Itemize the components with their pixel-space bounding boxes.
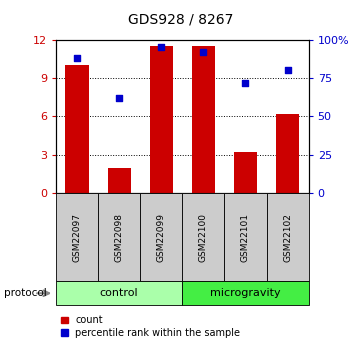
Bar	[182, 193, 225, 281]
Text: microgravity: microgravity	[210, 288, 281, 298]
Point	[74, 55, 80, 61]
Bar	[56, 193, 98, 281]
Bar	[98, 193, 140, 281]
Bar	[276, 114, 299, 193]
Bar	[150, 46, 173, 193]
Bar	[140, 193, 182, 281]
Bar	[192, 46, 215, 193]
Bar	[65, 65, 88, 193]
Bar	[182, 281, 309, 305]
Point	[200, 49, 206, 55]
Text: GSM22100: GSM22100	[199, 213, 208, 262]
Text: control: control	[100, 288, 138, 298]
Point	[285, 68, 291, 73]
Text: GSM22099: GSM22099	[157, 213, 166, 262]
Bar	[108, 168, 131, 193]
Bar	[225, 193, 266, 281]
Text: GSM22102: GSM22102	[283, 213, 292, 262]
Bar	[234, 152, 257, 193]
Bar	[266, 193, 309, 281]
Point	[116, 95, 122, 101]
Point	[243, 80, 248, 86]
Text: GDS928 / 8267: GDS928 / 8267	[128, 12, 233, 26]
Legend: count, percentile rank within the sample: count, percentile rank within the sample	[61, 315, 240, 338]
Text: GSM22101: GSM22101	[241, 213, 250, 262]
Text: GSM22098: GSM22098	[115, 213, 123, 262]
Text: GSM22097: GSM22097	[73, 213, 82, 262]
Bar	[56, 281, 182, 305]
Point	[158, 45, 164, 50]
Text: protocol: protocol	[4, 288, 46, 298]
